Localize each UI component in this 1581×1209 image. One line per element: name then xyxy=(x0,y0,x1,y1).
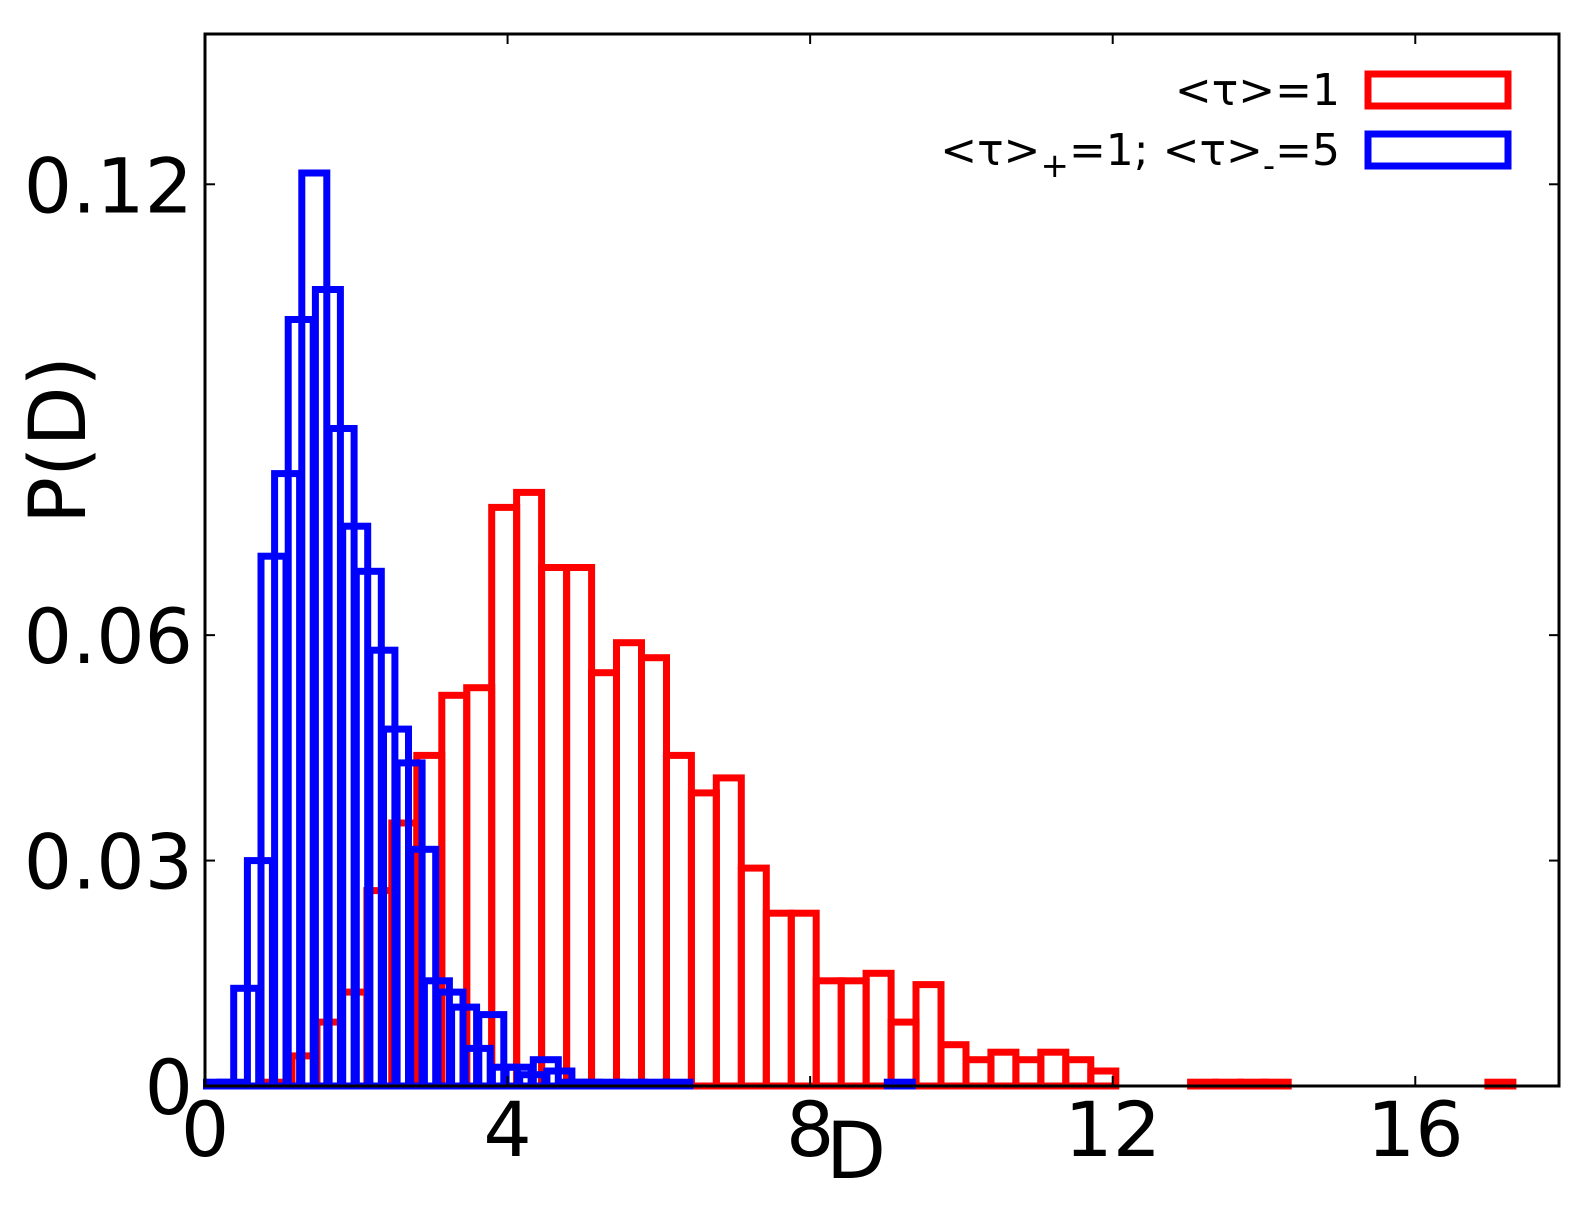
histogram-bar xyxy=(887,1018,920,1090)
histogram-bar xyxy=(937,1041,970,1090)
histogram-bar xyxy=(862,969,895,1090)
histogram-bar xyxy=(812,977,845,1090)
histogram-bar xyxy=(513,488,546,1090)
legend: <τ>=1 <τ>+=1; <τ>-=5 xyxy=(940,65,1512,186)
histogram-bar xyxy=(613,639,645,1090)
y-tick-label: 0.12 xyxy=(24,141,193,230)
histogram-bar xyxy=(687,789,720,1090)
histogram-bar xyxy=(712,774,745,1090)
histogram-bar xyxy=(563,564,596,1090)
y-axis-label: P(D) xyxy=(14,356,104,524)
plot-bars xyxy=(203,169,1517,1090)
legend-label: <τ>+=1; <τ>-=5 xyxy=(940,125,1340,186)
axis-ticks: 0 4 8 12 16 0 0.03 0.06 0.12 xyxy=(24,34,1559,1174)
y-tick-label: 0.06 xyxy=(24,592,193,681)
histogram-bar xyxy=(787,909,820,1090)
histogram-bar xyxy=(1037,1048,1070,1090)
x-tick-label: 0 xyxy=(181,1085,229,1174)
histogram-bar xyxy=(488,503,521,1090)
histogram-bar xyxy=(962,1056,995,1090)
histogram-bar xyxy=(987,1048,1020,1090)
x-tick-label: 4 xyxy=(483,1085,531,1174)
histogram-bar xyxy=(837,977,870,1090)
x-tick-label: 16 xyxy=(1367,1085,1464,1174)
x-axis-label: D xyxy=(826,1107,886,1197)
x-tick-label: 8 xyxy=(786,1085,834,1174)
histogram-bar xyxy=(588,669,620,1090)
histogram-bar xyxy=(912,981,945,1090)
y-tick-label: 0 xyxy=(145,1043,193,1132)
plot-frame xyxy=(203,32,1561,1088)
histogram-bar xyxy=(737,864,770,1090)
legend-swatch xyxy=(1364,70,1512,110)
legend-label: <τ>=1 xyxy=(1175,65,1340,116)
y-tick-label: 0.03 xyxy=(24,818,193,907)
histogram-bar xyxy=(1062,1056,1095,1090)
histogram-bar xyxy=(638,654,670,1090)
x-tick-label: 12 xyxy=(1064,1085,1161,1174)
legend-swatch xyxy=(1364,130,1512,170)
histogram-bar xyxy=(662,751,695,1090)
histogram-bar xyxy=(1012,1056,1045,1090)
histogram-bar xyxy=(762,909,795,1090)
histogram-bar xyxy=(538,564,571,1090)
